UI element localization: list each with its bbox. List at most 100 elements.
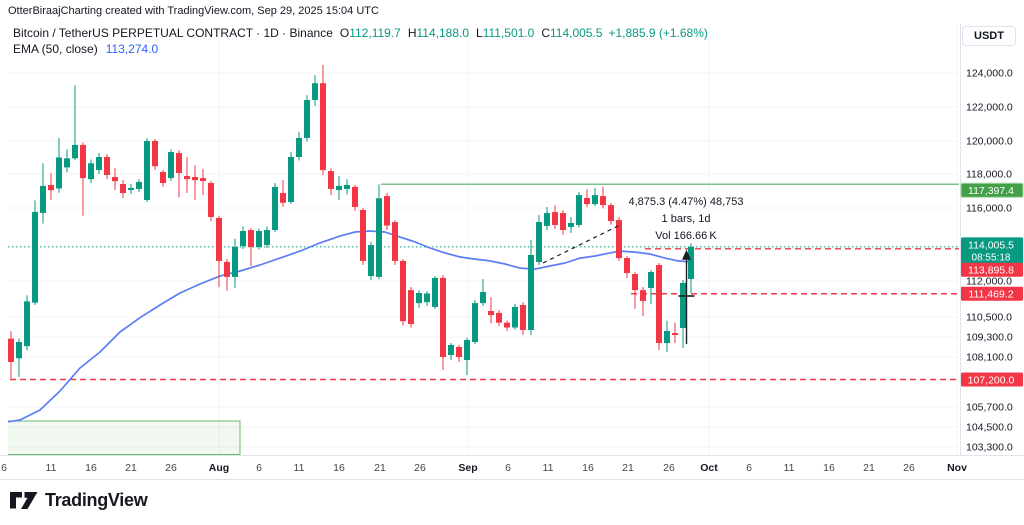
candle-body [408, 290, 414, 324]
y-tick-label: 109,300.0 [966, 332, 1013, 344]
tradingview-logo[interactable]: TradingView [10, 490, 148, 511]
candle-body [552, 212, 558, 225]
price-label-value: 117,397.4 [968, 185, 1014, 197]
candle-body [168, 152, 174, 179]
attribution-text: OtterBiraajCharting created with Trading… [8, 5, 379, 17]
candle-body [608, 205, 614, 222]
candle-body [136, 181, 142, 189]
candle-body [24, 301, 30, 347]
price-label-ray-green[interactable] [960, 182, 1024, 198]
y-tick-label: 110,500.0 [966, 312, 1012, 324]
price-label-value: 113,895.8 [968, 265, 1014, 277]
ema-value: 113,274.0 [105, 42, 159, 56]
currency-toggle-button[interactable]: USDT [962, 26, 1016, 46]
ema-label: EMA (50, close) [13, 42, 98, 56]
candle-body [504, 322, 510, 328]
ohlc-c-label: C [541, 26, 550, 40]
candle-body [56, 157, 62, 189]
candle-body [304, 100, 310, 138]
y-tick-label: 120,000.0 [966, 136, 1013, 148]
x-tick-label: 26 [903, 462, 915, 474]
ohlc-l-value: 111,501.0 [482, 26, 535, 40]
candle-body [384, 196, 390, 226]
candle-body [544, 213, 550, 226]
ohlc-l-label: L [476, 26, 483, 40]
x-tick-label: Sep [458, 462, 477, 474]
price-label-alert[interactable] [961, 286, 1023, 301]
candle-body [104, 157, 110, 176]
candle-body [240, 231, 246, 247]
candle-body [432, 277, 438, 307]
candle-body [440, 277, 446, 357]
candle-body [416, 293, 422, 304]
y-tick-label: 112,000.0 [966, 276, 1012, 288]
price-label-close[interactable] [961, 237, 1023, 265]
candle-body [352, 186, 358, 207]
y-tick-label: 124,000.0 [966, 68, 1013, 80]
x-tick-label: 21 [622, 462, 634, 474]
y-tick-label: 105,700.0 [966, 402, 1013, 414]
candle-body [448, 345, 454, 355]
candle-body [208, 183, 214, 217]
x-tick-label: 26 [663, 462, 675, 474]
candle-body [120, 184, 126, 194]
ema-legend-row[interactable]: EMA (50, close) 113,274.0 [13, 42, 708, 57]
candle-body [560, 213, 566, 231]
price-label-alert[interactable] [961, 372, 1023, 387]
candle-body [248, 230, 254, 247]
candle-body [88, 163, 94, 180]
ohlc-o-label: O [339, 26, 350, 40]
symbol-legend-row[interactable]: Bitcoin / TetherUS PERPETUAL CONTRACT · … [13, 26, 708, 41]
candle-body [456, 347, 462, 357]
candle-body [176, 153, 182, 174]
candle-body [360, 209, 366, 261]
candle-body [152, 141, 158, 167]
candle-body [520, 305, 526, 330]
candle-body [632, 274, 638, 291]
candle-body [72, 144, 78, 159]
candle-body [576, 195, 582, 225]
price-label-value: 107,200.0 [968, 374, 1015, 386]
candle-body [320, 83, 326, 171]
candle-body [592, 195, 598, 205]
candle-body [184, 176, 190, 180]
x-tick-label: Aug [209, 462, 229, 474]
x-tick-label: 26 [414, 462, 426, 474]
candle-body [232, 247, 238, 277]
candle-body [624, 258, 630, 274]
candle-body [40, 185, 46, 213]
trend-dashed-line [542, 223, 623, 264]
candle-body [568, 223, 574, 227]
price-label-alert[interactable] [961, 262, 1023, 277]
candle-body [528, 254, 534, 330]
tradingview-logo-text: TradingView [45, 490, 148, 510]
ohlc-o-value: 112,119.7 [349, 26, 401, 40]
x-tick-label: 6 [505, 462, 511, 474]
price-label-value: 111,469.2 [968, 289, 1013, 301]
measure-line-bars: 1 bars, 1d [661, 213, 711, 225]
candle-body [344, 185, 350, 189]
candle-body [272, 186, 278, 231]
candle-body [312, 83, 318, 101]
supply-zone-box [8, 420, 241, 455]
candle-body [0, 340, 6, 362]
candle-body [648, 271, 654, 288]
candle-body [328, 171, 334, 189]
y-tick-label: 122,000.0 [966, 102, 1013, 114]
candle-body [616, 220, 622, 259]
candle-body [664, 331, 670, 343]
measure-line-volume: Vol 166.66 K [655, 230, 717, 242]
candle-body [584, 197, 590, 205]
candle-body [464, 340, 470, 360]
candle-body [680, 282, 686, 328]
tradingview-logo-icon [10, 492, 38, 509]
candle-body [144, 141, 150, 201]
candle-body [480, 292, 486, 304]
candle-body [80, 144, 86, 179]
x-tick-label: 11 [784, 462, 795, 474]
ohlc-h-label: H [407, 26, 417, 40]
candle-body [160, 172, 166, 184]
x-tick-label: 21 [374, 462, 386, 474]
